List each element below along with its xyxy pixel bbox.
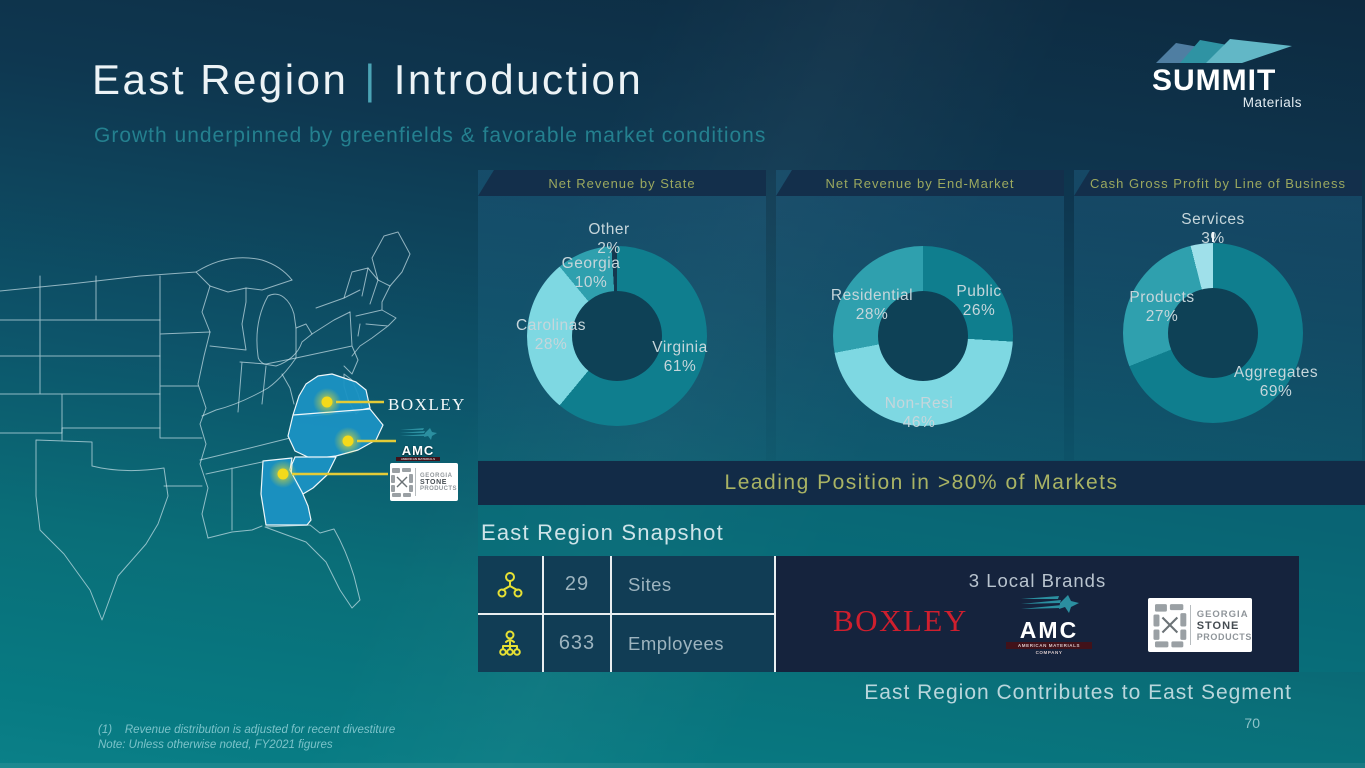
amc-map-logo-tagline: AMERICAN MATERIALS COMPANY: [396, 457, 440, 461]
chart-title: Net Revenue by State: [478, 170, 766, 196]
chart-title: Net Revenue by End-Market: [776, 170, 1064, 196]
slice-label-georgia: Georgia 10%: [561, 255, 621, 291]
gsp-map-logo: GEORGIA STONE PRODUCTS: [390, 463, 458, 501]
footnotes: (1) Revenue distribution is adjusted for…: [98, 723, 395, 753]
gsp-logo: GEORGIA STONE PRODUCTS: [1148, 598, 1252, 652]
amc-eagle-icon: [1021, 595, 1079, 613]
gsp-logo-divider: [1189, 605, 1191, 645]
page-subtitle: Growth underpinned by greenfields & favo…: [94, 124, 767, 147]
contributes-text: East Region Contributes to East Segment: [864, 681, 1292, 704]
sites-label-cell: Sites: [612, 556, 774, 613]
boxley-logo: BOXLEY: [833, 603, 968, 638]
employees-count: 633: [558, 632, 596, 654]
local-brands-title: 3 Local Brands: [968, 570, 1107, 591]
employees-icon: [499, 630, 521, 656]
sites-count: 29: [564, 573, 590, 595]
employees-label: Employees: [628, 632, 725, 654]
page-title-right: Introduction: [393, 56, 644, 103]
slice-label-products: Products 27%: [1129, 289, 1195, 325]
gsp-map-logo-text: GEORGIA STONE PRODUCTS: [420, 472, 457, 492]
site-marker-gsp: [277, 468, 289, 480]
site-markers: [269, 388, 362, 488]
chart-panel-cash-gross-profit: Cash Gross Profit by Line of Business Ag…: [1074, 170, 1362, 460]
snapshot-table: 29 Sites 633 Employees 3 Local Brands BO…: [478, 556, 1299, 672]
sites-count-cell: 29: [544, 556, 610, 613]
employees-label-cell: Employees: [612, 615, 774, 672]
snapshot-heading: East Region Snapshot: [481, 520, 724, 545]
slice-label-virginia: Virginia 61%: [652, 339, 708, 375]
gsp-logo-divider: [415, 468, 416, 496]
footnote-note: Note: Unless otherwise noted, FY2021 fig…: [98, 739, 333, 751]
summit-materials-logo: SUMMIT Materials: [1152, 38, 1302, 110]
donut-chart-net-revenue-by-end-market: [833, 246, 1013, 426]
employees-icon-cell: [478, 615, 542, 672]
slice-label-carolinas: Carolinas 28%: [516, 317, 586, 353]
slice-label-services: Services3%: [1181, 211, 1245, 247]
amc-logo: AMC AMERICAN MATERIALS COMPANY: [1004, 594, 1094, 655]
summit-logo-subtext: Materials: [1242, 95, 1302, 110]
site-marker-boxley: [321, 396, 333, 408]
amc-map-logo: AMC AMERICAN MATERIALS COMPANY: [394, 427, 442, 461]
slice-label-public: Public 26%: [956, 283, 1002, 319]
summit-logo-text: SUMMIT: [1152, 64, 1277, 97]
chart-panel-net-revenue-by-state: Net Revenue by State Virginia 61% Carolin…: [478, 170, 766, 460]
employees-count-cell: 633: [544, 615, 610, 672]
donut-chart-cash-gross-profit: [1123, 243, 1303, 423]
chart-title: Cash Gross Profit by Line of Business: [1074, 170, 1362, 196]
slice-label-aggregates: Aggregates 69%: [1233, 364, 1319, 400]
site-marker-amc: [342, 435, 354, 447]
chart-panel-net-revenue-by-end-market: Net Revenue by End-Market Public 26% Non-…: [776, 170, 1064, 460]
leading-position-banner: Leading Position in >80% of Markets: [478, 461, 1365, 505]
sites-icon: [497, 571, 523, 597]
amc-logo-tagline: AMERICAN MATERIALS COMPANY: [1006, 642, 1092, 655]
bottom-edge-strip: [0, 763, 1365, 768]
page-number: 70: [1244, 715, 1260, 731]
slice-label-residential: Residential 28%: [830, 287, 914, 323]
us-map: [0, 231, 411, 621]
boxley-map-logo: BOXLEY: [388, 395, 466, 414]
donut-chart-net-revenue-by-state: [527, 246, 707, 426]
amc-map-logo-text: AMC: [401, 443, 435, 458]
page-title-left: East Region: [92, 56, 349, 103]
leader-lines: [292, 400, 396, 476]
gsp-stone-emblem-icon: [391, 468, 413, 497]
sites-icon-cell: [478, 556, 542, 613]
services-pointer-tick: [1212, 232, 1214, 242]
sites-label: Sites: [628, 573, 672, 595]
amc-logo-text: AMC: [1019, 617, 1079, 643]
page-title: East Region | Introduction: [92, 56, 643, 104]
summit-mountains-icon: [1156, 39, 1292, 63]
slice-label-other: Other 2%: [588, 221, 630, 257]
state-outlines: [0, 231, 411, 621]
gsp-stone-emblem-icon: [1153, 604, 1187, 648]
gsp-logo-text: GEORGIA STONE PRODUCTS: [1196, 608, 1252, 642]
local-brands-panel: 3 Local Brands BOXLEY AMC AMERICAN MATER…: [776, 556, 1299, 672]
amc-eagle-icon: [400, 428, 437, 440]
state-north-carolina: [287, 408, 384, 460]
footnote-1: (1) Revenue distribution is adjusted for…: [98, 724, 396, 736]
title-divider: |: [364, 56, 378, 103]
slice-label-non-resi: Non-Resi 46%: [884, 395, 954, 431]
